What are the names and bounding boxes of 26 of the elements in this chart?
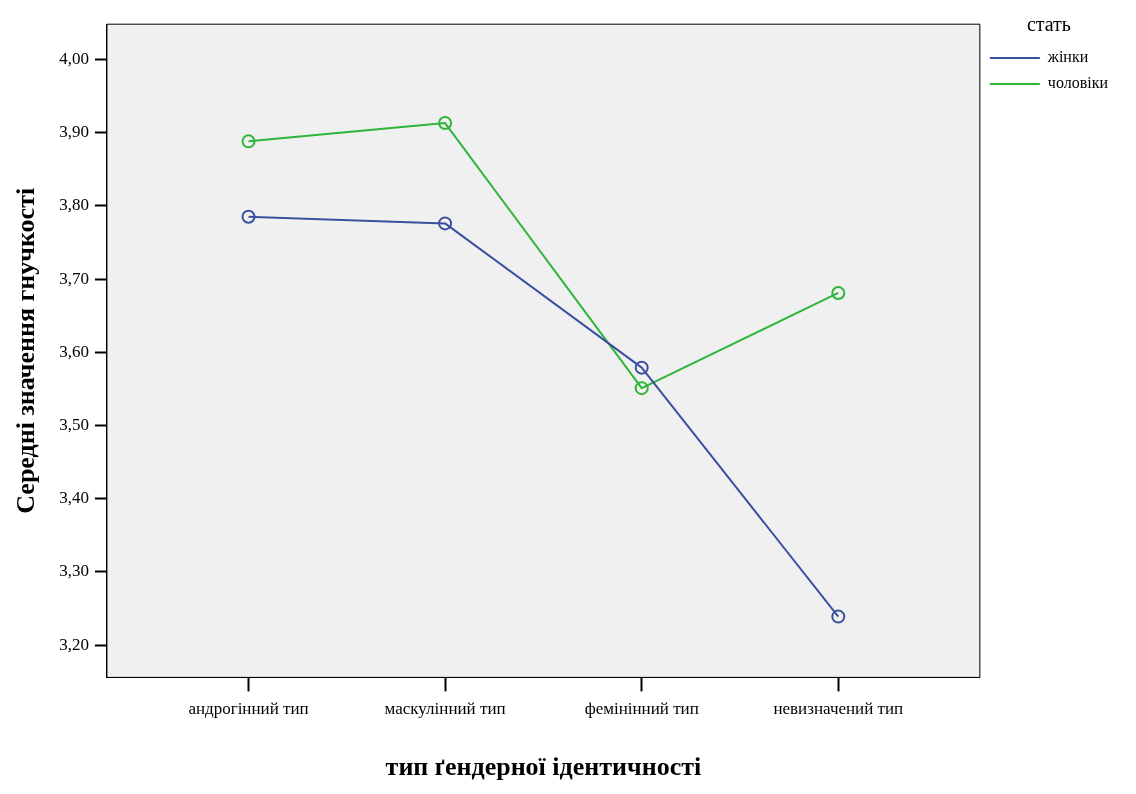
y-tick-label: 3,50 [59,414,89,434]
point [438,216,453,231]
y-tick-label: 3,60 [59,341,89,361]
y-tick-label: 3,20 [59,634,89,654]
y-tick-label: 3,30 [59,561,89,581]
x-tick-label: маскулінний тип [384,699,506,719]
y-tick-label: 3,40 [59,488,89,508]
legend-title: стать [1026,13,1071,36]
point [634,381,649,396]
point [831,285,846,300]
x-axis-title: тип ґендерної ідентичності [385,752,702,782]
point [241,134,256,149]
y-tick-label: 3,90 [59,122,89,142]
x-tick-label: невизначений тип [773,699,904,719]
y-tick-label: 3,70 [59,268,89,288]
y-axis-title: Середні значення гнучкості [11,187,41,514]
y-tick-label: 4,00 [59,48,89,68]
y-tick-label: 3,80 [59,195,89,215]
point [831,609,846,624]
x-tick-label: андрогінний тип [188,699,309,719]
point [438,116,453,131]
legend-label: чоловіки [1047,74,1109,92]
point [241,209,256,224]
legend-label: жінки [1046,48,1089,66]
point [634,360,649,375]
x-tick-label: фемінінний тип [584,699,699,719]
